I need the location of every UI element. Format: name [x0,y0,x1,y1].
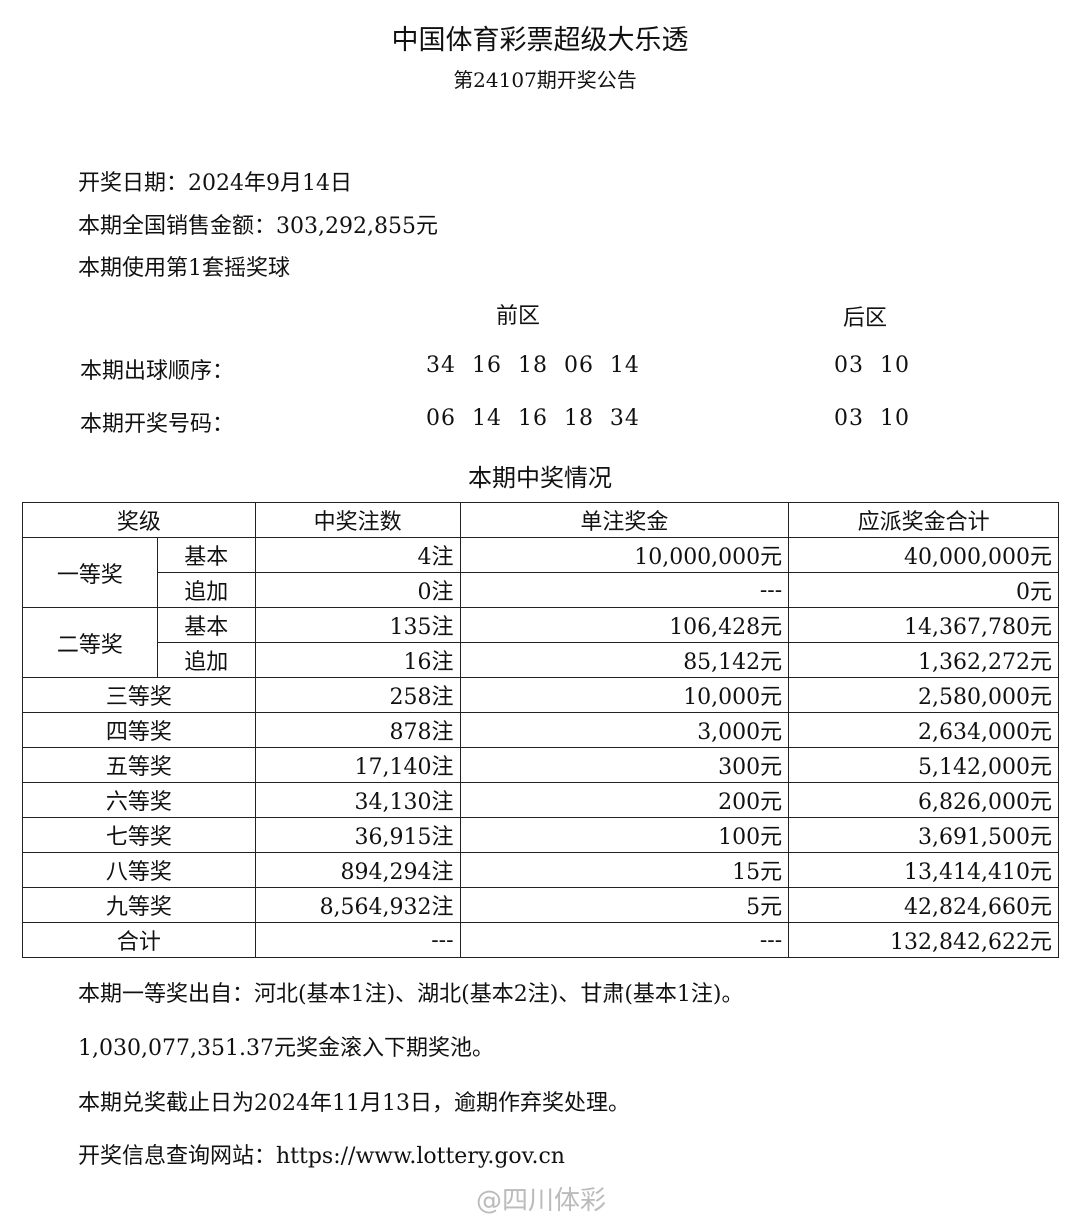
table-row: 六等奖 34,130注 200元 6,826,000元 [22,782,1059,818]
jackpot-rollover: 1,030,077,351.37元奖金滚入下期奖池。 [78,1036,494,1061]
table-row: 追加 0注 --- 0元 [23,572,1059,608]
total: 13,414,410元 [788,852,1059,888]
count: 36,915注 [254,817,461,853]
level: 合计 [22,922,256,958]
header-each: 单注奖金 [459,502,790,538]
draw-order-back: 03 10 [834,353,910,378]
each: --- [459,572,790,608]
count: 16注 [254,642,461,678]
sales-amount: 本期全国销售金额：303,292,855元 [78,214,438,239]
total: 0元 [788,572,1059,608]
table-row: 三等奖 258注 10,000元 2,580,000元 [22,677,1059,713]
count: 4注 [254,537,461,573]
first-prize-origin: 本期一等奖出自：河北(基本1注)、湖北(基本2注)、甘肃(基本1注)。 [78,982,744,1007]
total: 132,842,622元 [788,922,1059,958]
each: 100元 [459,817,790,853]
page-title: 中国体育彩票超级大乐透 [391,25,689,56]
watermark: @四川体彩 [476,1186,607,1216]
total: 40,000,000元 [788,537,1059,573]
total: 5,142,000元 [788,747,1059,783]
prize-table: 奖级 中奖注数 单注奖金 应派奖金合计 一等奖 基本 4注 10,000,000… [22,502,1059,958]
each: 85,142元 [459,642,790,678]
total: 1,362,272元 [788,642,1059,678]
table-row: 四等奖 878注 3,000元 2,634,000元 [22,712,1059,748]
front-zone-label: 前区 [496,304,541,329]
count: --- [254,922,461,958]
tier-level: 一等奖 [22,537,158,608]
table-row: 八等奖 894,294注 15元 13,414,410元 [22,852,1059,888]
total: 6,826,000元 [788,782,1059,818]
level: 九等奖 [22,887,256,923]
draw-order-front: 34 16 18 06 14 [426,353,640,378]
website-info: 开奖信息查询网站：https://www.lottery.gov.cn [78,1144,565,1169]
count: 34,130注 [254,782,461,818]
each: 5元 [459,887,790,923]
header-level: 奖级 [22,502,256,538]
winning-numbers-front: 06 14 16 18 34 [426,406,640,431]
each: 10,000,000元 [459,537,790,573]
count: 878注 [254,712,461,748]
tier-level: 二等奖 [22,607,158,678]
count: 135注 [254,607,461,643]
header-total: 应派奖金合计 [788,502,1059,538]
draw-date: 开奖日期：2024年9月14日 [78,171,352,196]
winning-numbers-label: 本期开奖号码： [80,412,235,437]
each: 3,000元 [459,712,790,748]
level: 三等奖 [22,677,256,713]
each: --- [459,922,790,958]
each: 200元 [459,782,790,818]
table-header-row: 奖级 中奖注数 单注奖金 应派奖金合计 [22,502,1059,538]
level: 八等奖 [22,852,256,888]
total: 42,824,660元 [788,887,1059,923]
table-row: 合计 --- --- 132,842,622元 [22,922,1059,958]
level: 六等奖 [22,782,256,818]
table-row: 五等奖 17,140注 300元 5,142,000元 [22,747,1059,783]
count: 894,294注 [254,852,461,888]
tier-sub: 基本 [156,537,256,573]
each: 10,000元 [459,677,790,713]
each: 106,428元 [459,607,790,643]
table-row: 二等奖 基本 135注 106,428元 14,367,780元 [22,607,1059,678]
table-row: 一等奖 基本 4注 10,000,000元 40,000,000元 [22,537,1059,608]
table-row: 九等奖 8,564,932注 5元 42,824,660元 [22,887,1059,923]
total: 3,691,500元 [788,817,1059,853]
total: 14,367,780元 [788,607,1059,643]
ball-set: 本期使用第1套摇奖球 [78,256,290,281]
count: 258注 [254,677,461,713]
level: 七等奖 [22,817,256,853]
claim-deadline: 本期兑奖截止日为2024年11月13日，逾期作弃奖处理。 [78,1091,630,1116]
count: 8,564,932注 [254,887,461,923]
count: 17,140注 [254,747,461,783]
count: 0注 [254,572,461,608]
each: 15元 [459,852,790,888]
level: 五等奖 [22,747,256,783]
level: 四等奖 [22,712,256,748]
tier-sub: 追加 [156,642,256,678]
back-zone-label: 后区 [843,306,888,331]
table-row: 追加 16注 85,142元 1,362,272元 [23,642,1059,678]
each: 300元 [459,747,790,783]
total: 2,580,000元 [788,677,1059,713]
header-count: 中奖注数 [254,502,461,538]
page-subtitle: 第24107期开奖公告 [453,68,637,92]
prize-section-title: 本期中奖情况 [468,464,612,492]
tier-sub: 追加 [156,572,256,608]
winning-numbers-back: 03 10 [834,406,910,431]
draw-order-label: 本期出球顺序： [80,359,235,384]
tier-sub: 基本 [156,607,256,643]
total: 2,634,000元 [788,712,1059,748]
table-row: 七等奖 36,915注 100元 3,691,500元 [22,817,1059,853]
